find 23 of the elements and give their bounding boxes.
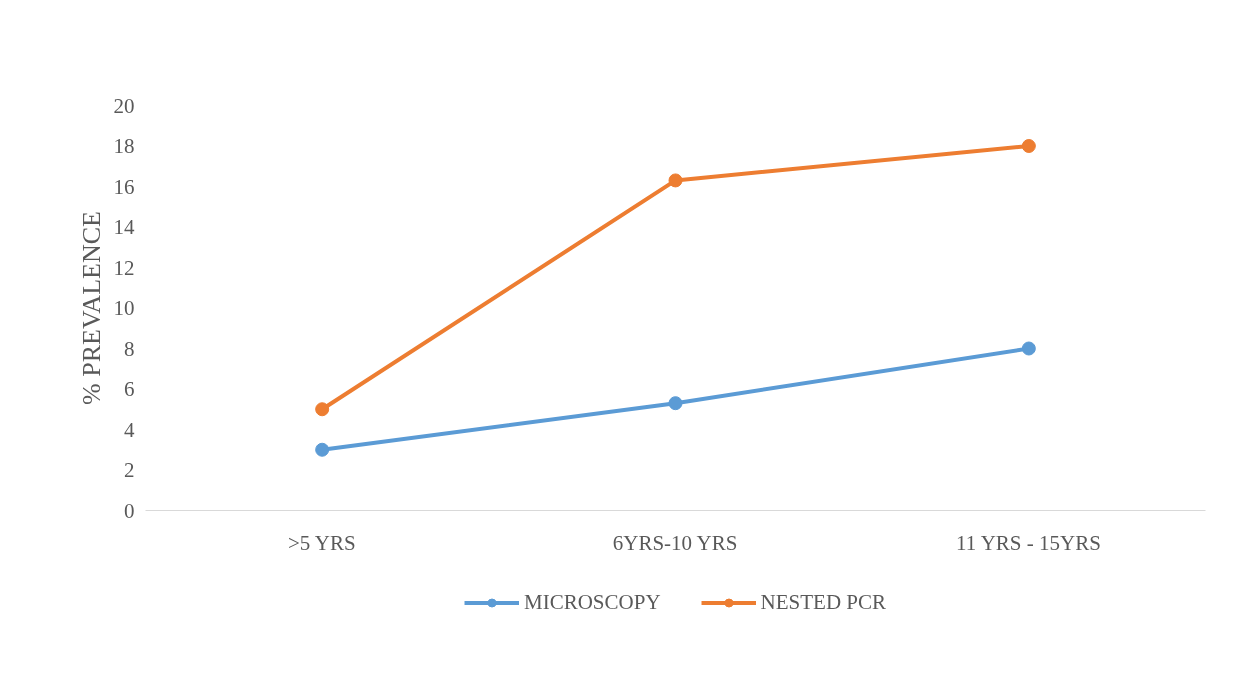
- point: [668, 396, 683, 411]
- legend-label: MICROSCOPY: [524, 589, 661, 615]
- x-tick-label: >5 YRS: [287, 530, 356, 555]
- y-tick-label: 16: [113, 174, 135, 199]
- y-tick-label: 6: [124, 377, 135, 401]
- y-axis-title: % PREVALENCE: [76, 211, 106, 405]
- y-tick-label: 10: [113, 296, 135, 320]
- legend-label: NESTED PCR: [760, 589, 886, 615]
- point: [668, 173, 683, 188]
- y-tick-label: 20: [113, 93, 135, 118]
- y-tick-label: 14: [113, 215, 135, 239]
- y-tick-label: 4: [124, 417, 135, 442]
- y-tick-label: 12: [113, 255, 135, 280]
- point: [1021, 341, 1036, 356]
- y-tick-label: 2: [124, 458, 135, 482]
- y-tick-label: 0: [124, 498, 135, 523]
- x-tick-label: 6YRS-10 YRS: [612, 530, 738, 555]
- point: [315, 442, 330, 457]
- point: [1021, 139, 1036, 153]
- point: [315, 402, 330, 417]
- x-tick-label: 11 YRS - 15YRS: [956, 530, 1101, 555]
- y-tick-label: 8: [124, 336, 135, 361]
- y-tick-label: 18: [113, 134, 135, 158]
